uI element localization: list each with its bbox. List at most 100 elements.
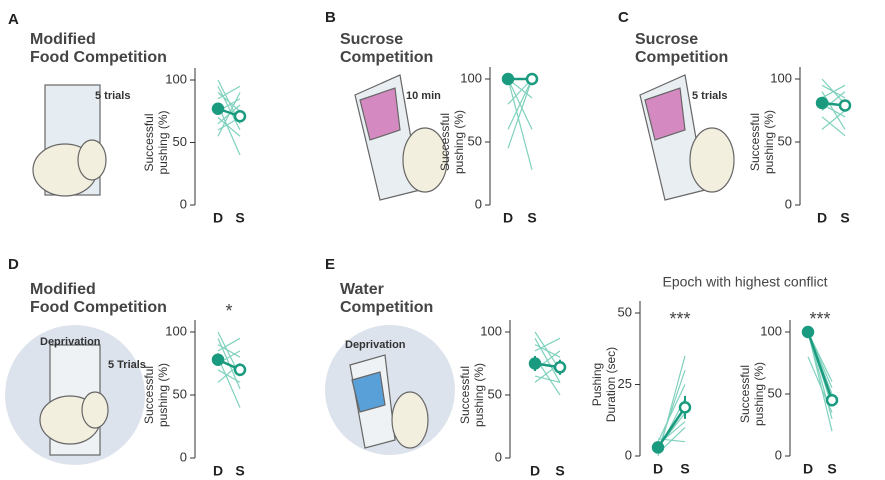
y-tick-label: 100 (165, 323, 187, 338)
subject-line (507, 78, 533, 130)
y-axis-label: Successful (748, 113, 762, 171)
y-tick-label: 100 (760, 323, 782, 338)
y-axis-label: Successful (738, 365, 752, 423)
x-tick-label: S (527, 210, 536, 226)
y-tick-label: 100 (480, 323, 502, 338)
panel-title: Food Competition (30, 299, 167, 316)
mean-point (525, 72, 539, 86)
x-tick-label: S (827, 461, 836, 477)
y-axis-label: Successful (142, 113, 156, 171)
subject-line (217, 85, 241, 131)
mean-point (233, 110, 247, 123)
panel-title: Competition (340, 299, 433, 316)
y-tick-label: 50 (173, 386, 187, 401)
y-tick-label: 50 (468, 133, 482, 148)
y-axis-label: Successful (438, 113, 452, 171)
y-tick-label: 0 (625, 447, 632, 462)
y-axis-label: pushing (%) (752, 362, 766, 426)
panel-letter: B (325, 9, 336, 26)
panel-letter: E (325, 256, 335, 273)
y-tick-label: 0 (495, 449, 502, 464)
x-tick-label: D (503, 210, 513, 226)
panel-title: Competition (340, 49, 433, 66)
subject-line (217, 337, 241, 352)
mean-point (211, 102, 225, 115)
illustration-e (325, 325, 455, 455)
y-axis-label: Successful (458, 366, 472, 424)
y-tick-label: 50 (768, 385, 782, 400)
subject-line (821, 78, 846, 105)
mean-point (825, 393, 839, 407)
y-axis-label: Pushing (590, 363, 604, 406)
mean-point (553, 361, 567, 374)
subject-line (217, 85, 241, 100)
y-tick-label: 50 (488, 386, 502, 401)
x-tick-label: S (680, 461, 689, 477)
illustration-a (32, 84, 107, 197)
significance: * (225, 301, 232, 321)
subject-line (217, 369, 241, 383)
x-tick-label: S (235, 463, 244, 479)
subject-line (217, 344, 241, 358)
y-axis-label: pushing (%) (472, 363, 486, 427)
annotation: Deprivation (345, 339, 406, 351)
panel-title: Modified (30, 31, 96, 48)
mean-line (806, 331, 834, 401)
mean-line (656, 406, 687, 449)
significance: *** (809, 309, 830, 329)
illustration-b (354, 74, 448, 201)
x-tick-label: D (213, 463, 223, 479)
subtitle: Epoch with highest conflict (663, 274, 828, 290)
y-tick-label: 0 (785, 196, 792, 211)
illustration-d (5, 325, 145, 465)
subject-line (534, 337, 561, 352)
x-tick-label: D (817, 210, 827, 226)
panel-letter: A (8, 11, 19, 28)
mean-point (801, 325, 815, 339)
subject-line (821, 116, 846, 137)
panel-letter: D (8, 256, 19, 273)
annotation: 10 min (406, 90, 441, 102)
mean-point (211, 353, 225, 366)
significance: *** (669, 309, 690, 329)
x-tick-label: D (653, 461, 663, 477)
x-tick-label: D (530, 463, 540, 479)
mean-point (678, 401, 692, 414)
y-axis-label: Duration (sec) (604, 347, 618, 422)
y-tick-label: 100 (165, 71, 187, 86)
panel-title: Sucrose (340, 31, 403, 48)
illustration-c (639, 74, 735, 201)
panel-title: Food Competition (30, 49, 167, 66)
annotation: Deprivation (40, 336, 101, 348)
panel-title: Water (340, 281, 384, 298)
y-tick-label: 100 (460, 70, 482, 85)
y-axis-label: Successful (142, 366, 156, 424)
y-tick-label: 0 (180, 196, 187, 211)
mean-point (233, 363, 247, 377)
subject-line (807, 331, 833, 432)
mean-point (501, 72, 515, 86)
mean-point (528, 357, 542, 370)
x-tick-label: D (803, 461, 813, 477)
y-tick-label: 100 (770, 70, 792, 85)
panel-title: Modified (30, 281, 96, 298)
y-tick-label: 50 (778, 133, 792, 148)
subject-line (507, 78, 533, 170)
mean-point (815, 96, 829, 110)
mean-point (651, 441, 665, 454)
annotation: 5 Trials (108, 359, 146, 371)
y-axis-label: pushing (%) (452, 110, 466, 174)
y-tick-label: 50 (173, 134, 187, 149)
y-tick-label: 0 (475, 196, 482, 211)
x-tick-label: S (555, 463, 564, 479)
y-tick-label: 0 (180, 449, 187, 464)
y-axis-label: pushing (%) (156, 110, 170, 174)
panel-letter: C (618, 9, 629, 26)
subject-line (657, 370, 686, 451)
y-tick-label: 25 (618, 376, 632, 391)
mean-point (838, 99, 852, 112)
panel-title: Competition (635, 49, 728, 66)
x-tick-label: S (840, 210, 849, 226)
subject-line (821, 110, 846, 130)
